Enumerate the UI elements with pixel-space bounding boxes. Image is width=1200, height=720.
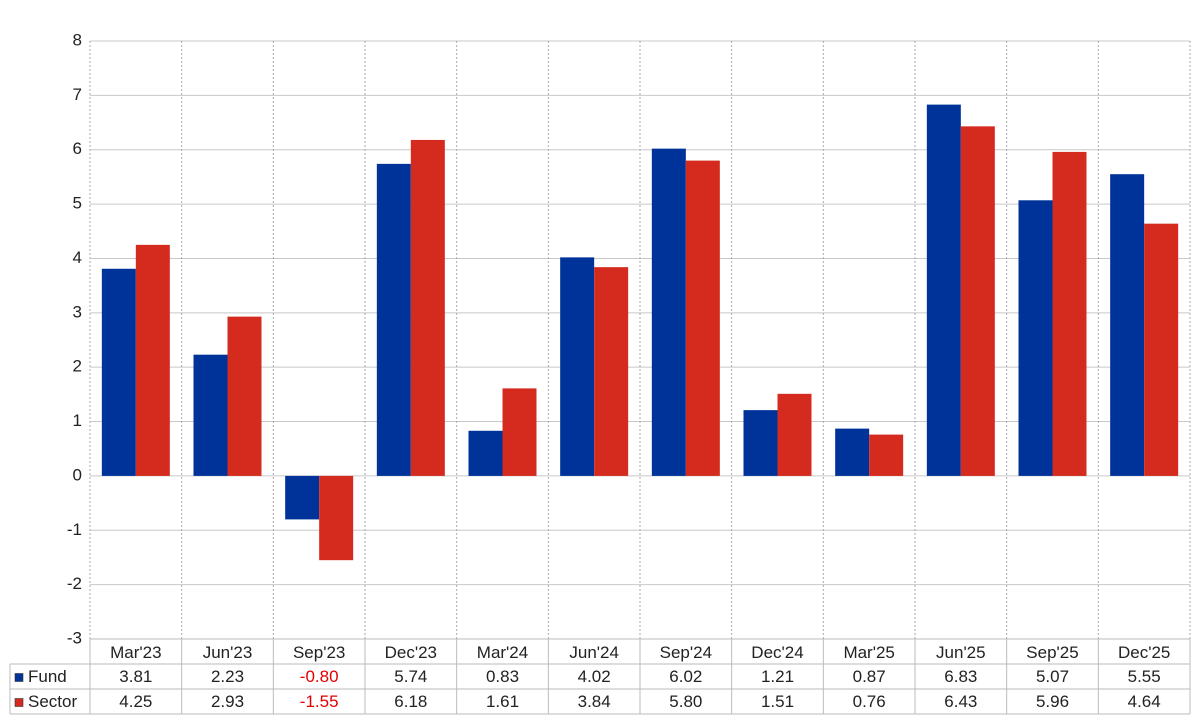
bar <box>376 163 411 476</box>
x-tick-label: Dec'24 <box>751 643 803 662</box>
x-tick-label: Jun'25 <box>936 643 986 662</box>
data-label: 0.87 <box>853 667 886 686</box>
data-label: 3.81 <box>119 667 152 686</box>
data-label: 1.51 <box>761 692 794 711</box>
bar <box>743 410 778 476</box>
data-label: 2.23 <box>211 667 244 686</box>
bar <box>193 354 228 476</box>
x-tick-label: Sep'24 <box>660 643 712 662</box>
x-tick-label: Jun'23 <box>203 643 253 662</box>
bar <box>594 267 629 476</box>
y-tick-label: -1 <box>67 520 82 539</box>
data-label: 6.02 <box>669 667 702 686</box>
bar <box>502 388 537 476</box>
bar <box>101 268 136 476</box>
bar <box>1018 200 1053 476</box>
data-label: 6.43 <box>944 692 977 711</box>
legend-swatch <box>14 673 24 682</box>
bar <box>1144 223 1179 476</box>
bar <box>227 316 262 476</box>
x-tick-label: Mar'25 <box>843 643 894 662</box>
bar <box>319 475 354 561</box>
x-tick-label: Dec'25 <box>1118 643 1170 662</box>
data-label: 5.96 <box>1036 692 1069 711</box>
bar <box>560 257 595 476</box>
y-tick-label: 1 <box>73 411 82 430</box>
bar <box>835 428 870 476</box>
bar <box>1110 174 1145 476</box>
data-label: 2.93 <box>211 692 244 711</box>
legend-swatch <box>14 698 24 707</box>
y-tick-label: -3 <box>67 628 82 647</box>
bar <box>410 139 445 476</box>
data-label: 0.83 <box>486 667 519 686</box>
data-label: 5.74 <box>394 667 427 686</box>
data-label: 6.18 <box>394 692 427 711</box>
data-label: 3.84 <box>578 692 611 711</box>
x-tick-label: Jun'24 <box>569 643 619 662</box>
data-label: 4.25 <box>119 692 152 711</box>
data-label: 5.07 <box>1036 667 1069 686</box>
bar <box>869 434 904 476</box>
data-label: -1.55 <box>300 692 339 711</box>
x-tick-label: Dec'23 <box>385 643 437 662</box>
bar <box>135 244 170 476</box>
bar <box>651 148 686 476</box>
y-tick-label: 3 <box>73 302 82 321</box>
y-tick-label: -2 <box>67 574 82 593</box>
y-tick-label: 5 <box>73 194 82 213</box>
y-tick-label: 7 <box>73 85 82 104</box>
x-tick-label: Mar'24 <box>477 643 528 662</box>
data-label: 6.83 <box>944 667 977 686</box>
bar <box>1052 151 1087 476</box>
x-tick-label: Mar'23 <box>110 643 161 662</box>
data-label: 4.02 <box>578 667 611 686</box>
bar <box>926 104 961 476</box>
data-label: 1.61 <box>486 692 519 711</box>
data-label: 1.21 <box>761 667 794 686</box>
bar <box>960 126 995 476</box>
data-label: 4.64 <box>1128 692 1161 711</box>
y-tick-label: 4 <box>73 248 82 267</box>
legend-entry: Fund <box>28 667 67 686</box>
bar <box>468 430 503 476</box>
bar <box>777 393 812 476</box>
legend-entry: Sector <box>28 692 77 711</box>
y-tick-label: 0 <box>73 465 82 484</box>
y-tick-label: 2 <box>73 357 82 376</box>
data-label: 5.55 <box>1128 667 1161 686</box>
data-label: 0.76 <box>853 692 886 711</box>
x-tick-label: Sep'25 <box>1026 643 1078 662</box>
data-label: -0.80 <box>300 667 339 686</box>
y-tick-label: 6 <box>73 139 82 158</box>
data-label: 5.80 <box>669 692 702 711</box>
bar <box>685 160 720 476</box>
bar <box>285 475 320 520</box>
y-tick-label: 8 <box>73 30 82 49</box>
x-tick-label: Sep'23 <box>293 643 345 662</box>
